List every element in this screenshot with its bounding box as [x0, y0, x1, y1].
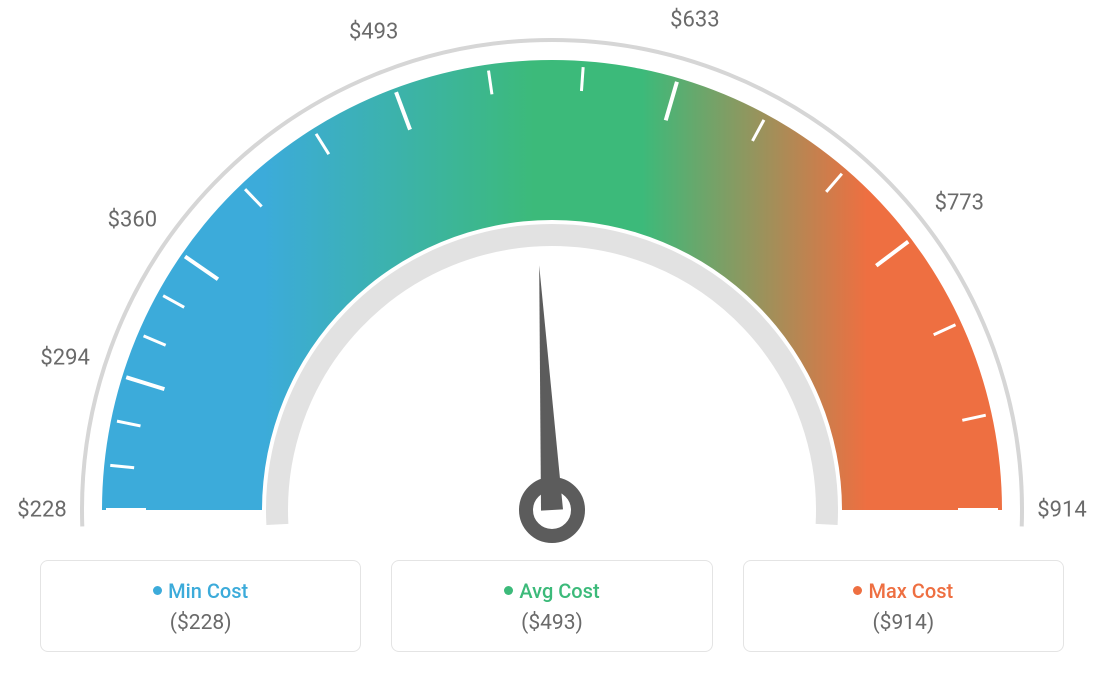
legend-label-min: Min Cost [168, 579, 248, 603]
legend-dot-min [153, 586, 162, 595]
gauge-tick-label: $914 [1037, 498, 1086, 523]
gauge-tick-label: $493 [349, 20, 398, 45]
legend-title-max: Max Cost [754, 579, 1053, 603]
legend-title-avg: Avg Cost [402, 579, 701, 603]
legend-card-min: Min Cost ($228) [40, 560, 361, 652]
gauge-tick-label: $360 [108, 208, 157, 233]
legend-value-max: ($914) [754, 611, 1053, 635]
legend-title-min: Min Cost [51, 579, 350, 603]
legend-label-avg: Avg Cost [519, 579, 599, 603]
legend-dot-max [853, 586, 862, 595]
gauge-tick-label: $294 [40, 346, 89, 371]
gauge-tick-label: $773 [935, 191, 984, 216]
legend-value-avg: ($493) [402, 611, 701, 635]
gauge-tick-label: $633 [670, 8, 719, 33]
legend-card-avg: Avg Cost ($493) [391, 560, 712, 652]
gauge-chart: $228 $294 $360 $493 $633 $773 $914 [0, 0, 1104, 560]
gauge-svg [0, 0, 1104, 560]
gauge-tick-label: $228 [17, 498, 66, 523]
legend-dot-avg [504, 586, 513, 595]
legend-value-min: ($228) [51, 611, 350, 635]
legend-label-max: Max Cost [868, 579, 953, 603]
legend-card-max: Max Cost ($914) [743, 560, 1064, 652]
legend-row: Min Cost ($228) Avg Cost ($493) Max Cost… [0, 560, 1104, 652]
